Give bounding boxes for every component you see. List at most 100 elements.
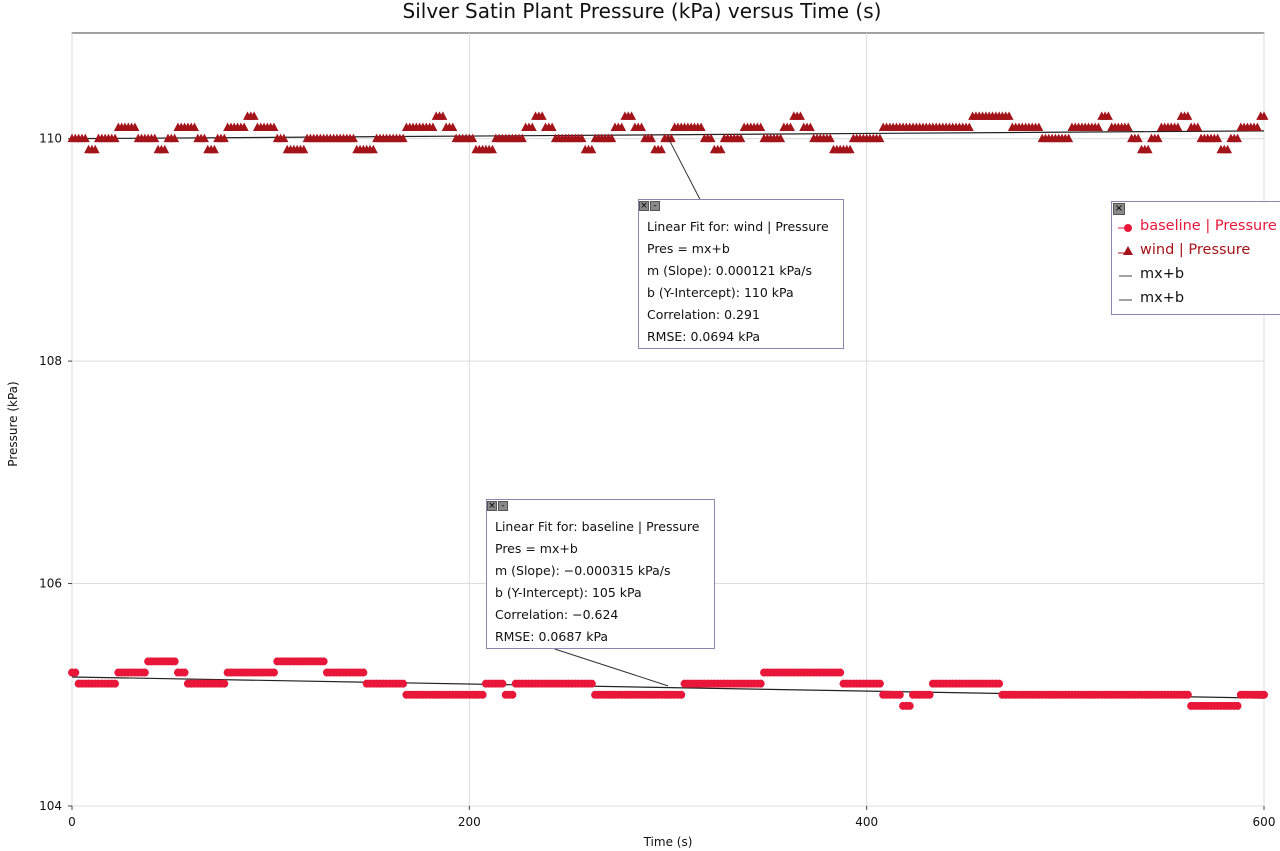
baseline-point [677,690,686,699]
baseline-point [498,679,507,688]
wind-point [1183,111,1193,120]
annotation-leaders [554,137,701,687]
wind-point [537,111,547,120]
baseline-point [756,679,765,688]
wind-point [795,111,805,120]
wind-point [805,122,815,132]
x-axis-label: Time (s) [643,835,693,849]
y-axis-label: Pressure (kPa) [6,381,20,466]
wind-point [1252,122,1262,132]
data-points [67,111,1269,710]
wind-point [170,133,180,143]
fit-box-baseline-line-4: b (Y-Intercept): 105 kPa [495,585,642,600]
wind-point [646,133,656,143]
wind-point [160,144,170,154]
wind-point [199,133,209,143]
close-icon[interactable]: × [639,201,649,211]
wind-point [1064,133,1074,143]
fit-box-wind-line-4: b (Y-Intercept): 110 kPa [647,285,794,300]
baseline-point [111,679,120,688]
wind-point [1093,122,1103,132]
baseline-point [508,690,517,699]
fit-box-baseline-line-2: Pres = mx+b [495,541,578,556]
line-marker-icon [1119,299,1132,301]
legend-item-baseline[interactable]: baseline | Pressure [1118,218,1277,234]
wind-point [80,133,90,143]
wind-point [706,133,716,143]
wind-point [1034,122,1044,132]
wind-point [875,133,885,143]
baseline-point [399,679,408,688]
chart-title: Silver Satin Plant Pressure (kPa) versus… [403,0,882,23]
wind-point [756,122,766,132]
wind-point [110,133,120,143]
legend-item-fit-2[interactable]: mx+b [1118,290,1184,306]
fit-box-baseline[interactable]: × - Linear Fit for: baseline | Pressure … [486,499,715,649]
close-icon[interactable]: × [487,501,497,511]
wind-point [527,122,537,132]
wind-point [607,133,617,143]
fit-box-wind-line-1: Linear Fit for: wind | Pressure [647,219,829,234]
baseline-point [170,657,179,666]
fit-box-wind[interactable]: × - Linear Fit for: wind | Pressure Pres… [638,199,844,349]
wind-point [488,144,498,154]
wind-point [1153,133,1163,143]
wind-point [448,122,458,132]
baseline-point [180,668,189,677]
wind-point [696,122,706,132]
y-tick-label: 106 [39,577,62,591]
legend-item-fit-1[interactable]: mx+b [1118,266,1184,282]
fit-box-baseline-controls[interactable]: × - [487,501,508,511]
wind-point [1103,111,1113,120]
options-icon[interactable]: - [498,501,508,511]
fit-box-wind-line-6: RMSE: 0.0694 kPa [647,329,761,344]
legend-label-fit-2: mx+b [1140,290,1185,306]
wind-point [825,133,835,143]
baseline-point [359,668,368,677]
baseline-point [587,679,596,688]
wind-point [398,133,408,143]
wind-point [239,122,249,132]
plot-area [71,32,1265,807]
annotation-leader-line [667,137,701,200]
fit-box-wind-line-5: Correlation: 0.291 [647,307,760,322]
y-tick-label: 108 [39,354,62,368]
wind-point [617,122,627,132]
annotation-leader-line [554,648,669,687]
baseline-point [478,690,487,699]
wind-point [637,122,647,132]
wind-point [1223,144,1233,154]
x-tick-label: 0 [68,815,76,829]
fit-box-baseline-line-3: m (Slope): −0.000315 kPa/s [495,563,671,578]
baseline-point [269,668,278,677]
baseline-point [836,668,845,677]
baseline-point [875,679,884,688]
wind-point [299,144,309,154]
close-icon[interactable]: × [1113,203,1125,215]
wind-point [656,144,666,154]
fit-box-wind-controls[interactable]: × - [639,201,660,211]
baseline-point [220,679,229,688]
wind-point [1233,133,1243,143]
wind-point [845,144,855,154]
baseline-point [319,657,328,666]
wind-point [517,133,527,143]
wind-point [786,122,796,132]
wind-point [716,144,726,154]
legend[interactable]: × baseline | Pressure wind | Pressure mx… [1111,201,1280,315]
wind-point [468,133,478,143]
wind-point [428,122,438,132]
x-tick-label: 400 [855,815,878,829]
wind-point [964,122,974,132]
wind-point [209,144,219,154]
baseline-point [1183,690,1192,699]
wind-point [219,133,229,143]
legend-label-wind: wind | Pressure [1140,242,1251,258]
wind-point [368,144,378,154]
legend-item-wind[interactable]: wind | Pressure [1118,242,1250,258]
baseline-point [1260,690,1268,699]
baseline-point [140,668,149,677]
options-icon[interactable]: - [650,201,660,211]
wind-point [150,133,160,143]
